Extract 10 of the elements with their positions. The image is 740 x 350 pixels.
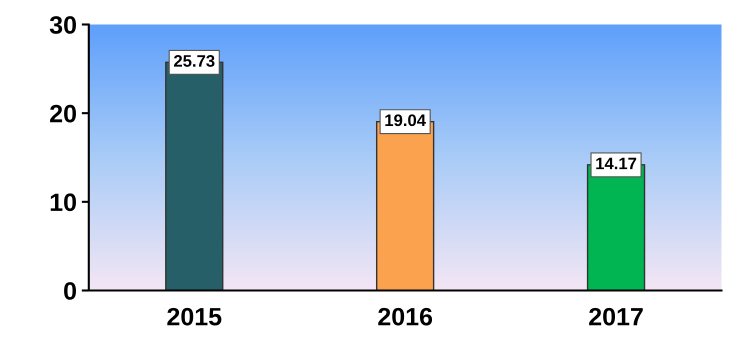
data-label: 19.04 bbox=[385, 114, 426, 126]
y-tick-label: 20 bbox=[50, 104, 76, 122]
data-label: 14.17 bbox=[596, 158, 636, 170]
x-tick-label: 2015 bbox=[167, 308, 222, 326]
x-tick-label: 2016 bbox=[378, 308, 432, 326]
y-tick-label: 10 bbox=[50, 193, 76, 212]
y-tick-label: 0 bbox=[64, 282, 76, 300]
data-label: 25.73 bbox=[174, 55, 215, 67]
x-tick-label: 2017 bbox=[589, 308, 643, 326]
y-tick-label: 30 bbox=[50, 16, 76, 34]
